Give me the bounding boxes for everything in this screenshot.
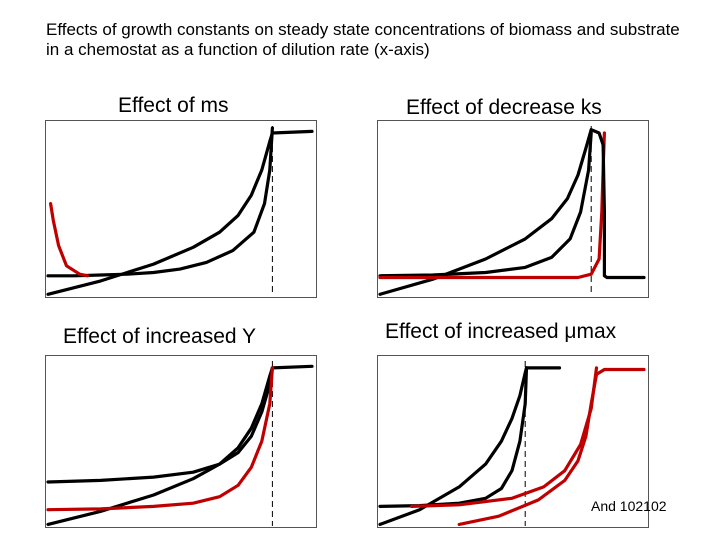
substrate-modified-curve bbox=[589, 128, 646, 280]
panel-title-umax: Effect of increased μmax bbox=[385, 320, 617, 343]
figure-title: Effects of growth constants on steady st… bbox=[46, 20, 680, 59]
plot-y bbox=[45, 355, 317, 528]
panel-ks bbox=[377, 120, 649, 298]
substrate-curve bbox=[378, 128, 593, 296]
plot-frame bbox=[45, 355, 317, 528]
substrate-plateau-curve bbox=[270, 364, 314, 370]
panel-ms bbox=[45, 120, 317, 298]
panel-title-y: Effect of increased Y bbox=[63, 325, 257, 348]
biomass-curve bbox=[46, 126, 274, 278]
substrate-curve bbox=[46, 366, 274, 526]
biomass-modified-curve bbox=[46, 366, 274, 512]
plot-frame bbox=[45, 120, 317, 298]
panel-umax bbox=[377, 355, 649, 528]
biomass-curve bbox=[46, 366, 274, 484]
substrate-modified-curve bbox=[457, 372, 599, 526]
substrate-modified-plateau-curve bbox=[594, 367, 646, 376]
substrate-curve bbox=[46, 131, 274, 296]
biomass-curve bbox=[378, 131, 593, 278]
footer-credit: And 102102 bbox=[591, 498, 667, 514]
plot-ks bbox=[377, 120, 649, 298]
panel-title-ms: Effect of ms bbox=[118, 94, 229, 117]
substrate-plateau-curve bbox=[270, 129, 314, 135]
panel-y bbox=[45, 355, 317, 528]
plot-frame bbox=[377, 355, 649, 528]
plot-umax bbox=[377, 355, 649, 528]
panel-title-ks: Effect of decrease ks bbox=[406, 96, 602, 119]
substrate-curve bbox=[378, 366, 529, 526]
plot-ms bbox=[45, 120, 317, 298]
plot-frame bbox=[377, 120, 649, 298]
biomass-modified-curve bbox=[49, 202, 90, 278]
